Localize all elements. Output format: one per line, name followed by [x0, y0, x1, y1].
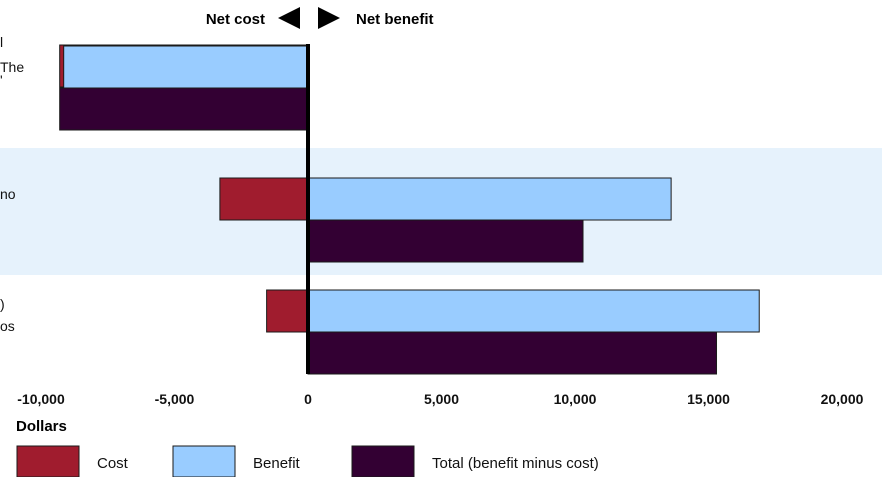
cost-bar-2	[219, 177, 309, 221]
x-tick-label: -5,000	[155, 391, 195, 407]
net-benefit-label: Net benefit	[356, 11, 434, 28]
cost-bar-3	[266, 289, 309, 333]
row-label-3-line-2: os	[0, 318, 15, 334]
x-tick-label: -10,000	[17, 391, 65, 407]
row-label-1-line-1: l	[0, 34, 3, 50]
x-tick-label: 0	[304, 391, 312, 407]
x-axis-label: Dollars	[16, 418, 67, 435]
right-arrow-icon	[318, 7, 340, 29]
benefit-bar-2	[307, 177, 672, 221]
x-tick-label: 15,000	[687, 391, 730, 407]
net-cost-label: Net cost	[206, 11, 265, 28]
left-arrow-icon	[278, 7, 300, 29]
x-axis-ticks: -10,000 -5,000 0 5,000 10,000 15,000 20,000	[17, 391, 863, 407]
legend-label-cost: Cost	[97, 455, 129, 472]
legend-label-benefit: Benefit	[253, 455, 301, 472]
total-bar-3	[307, 331, 718, 375]
legend: Cost Benefit Total (benefit minus cost)	[16, 445, 599, 477]
row-labels: l The' no) os	[0, 34, 24, 334]
benefit-bar-1	[63, 45, 309, 89]
row-label-3-line-1: )	[0, 296, 5, 312]
x-tick-label: 20,000	[821, 391, 864, 407]
legend-label-total: Total (benefit minus cost)	[432, 455, 599, 472]
legend-swatch-benefit	[172, 445, 236, 477]
legend-swatch-total	[351, 445, 415, 477]
total-bar-2	[307, 219, 584, 263]
x-tick-label: 5,000	[424, 391, 459, 407]
benefit-bar-3	[307, 289, 760, 333]
row-label-1-line-2: The	[0, 59, 24, 75]
legend-swatch-cost	[16, 445, 80, 477]
row-label-2-line-1: no	[0, 186, 16, 202]
bars	[59, 44, 760, 375]
x-tick-label: 10,000	[554, 391, 597, 407]
row-label-1-line-3: '	[0, 72, 3, 88]
total-bar-1	[59, 87, 309, 131]
